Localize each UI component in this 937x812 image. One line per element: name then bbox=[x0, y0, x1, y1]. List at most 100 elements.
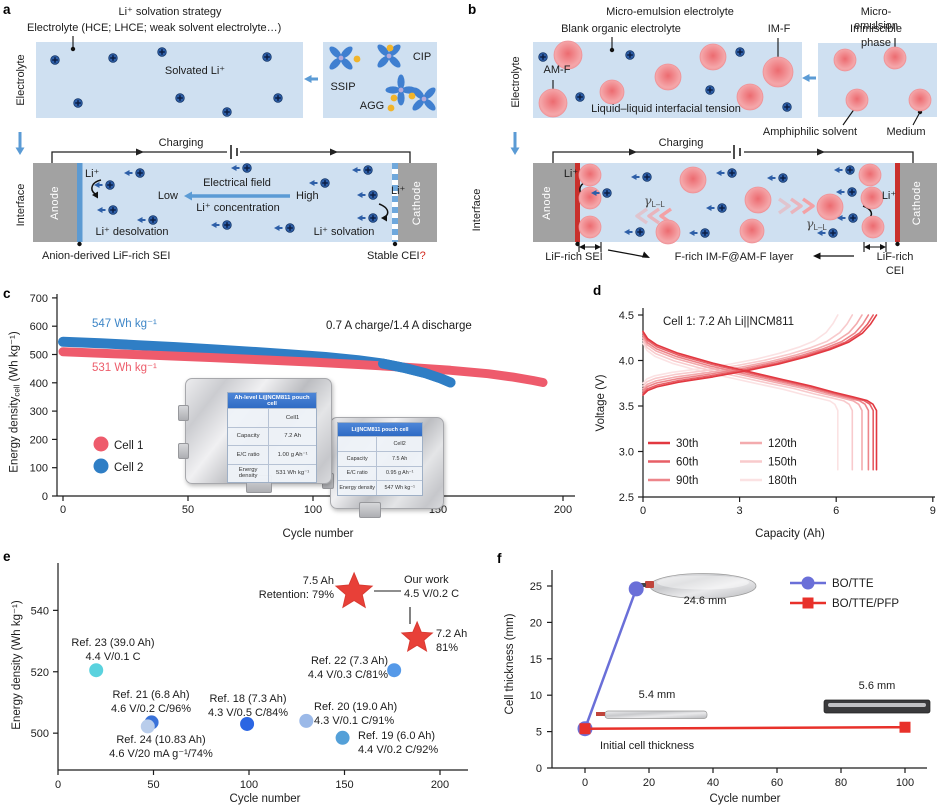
a-low-label: Low bbox=[157, 190, 178, 202]
b-li-cathode-label: Li⁺ bbox=[881, 190, 897, 202]
svg-text:180th: 180th bbox=[768, 475, 797, 487]
svg-text:Cell 1: Cell 1 bbox=[114, 440, 143, 452]
emulsion-droplet-icon bbox=[553, 40, 583, 70]
li-ion-icon bbox=[591, 188, 612, 198]
desolvation-hook-icon bbox=[91, 179, 102, 199]
d-title: Cell 1: 7.2 Ah Li||NCM811 bbox=[663, 316, 795, 328]
svg-text:50: 50 bbox=[147, 779, 159, 791]
e-ref18-label: Ref. 18 (7.3 Ah) 4.3 V/0.5 C/84% bbox=[207, 693, 289, 719]
ref-data-point bbox=[89, 663, 104, 678]
li-ion-icon bbox=[94, 180, 115, 190]
pouch-tab bbox=[359, 502, 381, 518]
svg-text:300: 300 bbox=[30, 406, 48, 418]
spec-table-row: E/C ratio 0.95 g Ah⁻¹ bbox=[338, 465, 422, 481]
anion-icon bbox=[390, 94, 398, 102]
svg-text:Cell 2: Cell 2 bbox=[114, 462, 143, 474]
pouch-photo-thin-right bbox=[823, 699, 931, 714]
emulsion-droplet-icon bbox=[744, 186, 772, 214]
emulsion-droplet-icon bbox=[736, 83, 764, 111]
li-ion-icon bbox=[274, 223, 295, 233]
f-ann-initial: Initial cell thickness bbox=[600, 740, 695, 752]
svg-text:0: 0 bbox=[582, 777, 588, 789]
a-high-label: High bbox=[296, 190, 319, 202]
a-cei-caption: Stable CEI? bbox=[367, 250, 426, 262]
emulsion-droplet-icon bbox=[762, 56, 794, 88]
svg-text:BO/TTE: BO/TTE bbox=[832, 578, 874, 590]
cei-stripe-base bbox=[392, 163, 398, 242]
li-ion-icon bbox=[705, 85, 715, 95]
sei-stripe bbox=[77, 163, 83, 242]
svg-text:500: 500 bbox=[31, 728, 49, 740]
svg-text:100: 100 bbox=[304, 504, 322, 516]
svg-text:0: 0 bbox=[536, 763, 542, 775]
e-ref20-label: Ref. 20 (19.0 Ah) 4.3 V/0.1 C/91% bbox=[314, 701, 398, 727]
e-ylabel: Energy density (Wh kg⁻¹) bbox=[10, 600, 23, 730]
circuit-arrowhead bbox=[629, 148, 637, 156]
li-ion-icon bbox=[817, 228, 838, 238]
li-ion-icon bbox=[689, 228, 710, 238]
b-sei-caption: LiF-rich SEI bbox=[545, 251, 603, 263]
svg-text:100: 100 bbox=[30, 463, 48, 475]
svg-text:5: 5 bbox=[536, 727, 542, 739]
thickness-arrowheads bbox=[579, 244, 886, 250]
b-cei-caption: LiF-rich CEI bbox=[876, 251, 914, 277]
svg-text:3.0: 3.0 bbox=[619, 447, 634, 459]
li-ion-icon bbox=[706, 203, 727, 213]
svg-text:60th: 60th bbox=[676, 457, 698, 469]
b-tension-label: Liquid–liquid interfacial tension bbox=[591, 103, 741, 115]
svg-text:200: 200 bbox=[30, 434, 48, 446]
our-work-star-icon bbox=[400, 620, 434, 652]
e-star2-label: 7.2 Ah 81% bbox=[436, 628, 468, 654]
panel-b-letter: b bbox=[468, 2, 477, 17]
cathode-block bbox=[398, 163, 437, 242]
b-interface-side-label: Interface bbox=[471, 188, 484, 232]
li-ion-icon bbox=[624, 227, 645, 237]
li-ion-icon bbox=[625, 50, 635, 60]
emulsion-droplet-icon bbox=[858, 163, 882, 187]
cei-pointer-dot bbox=[895, 241, 900, 247]
emulsion-droplet-icon bbox=[578, 215, 602, 239]
cathode-block bbox=[900, 163, 937, 242]
data-marker bbox=[579, 723, 591, 735]
cei-pointer-dot bbox=[392, 241, 398, 247]
svg-text:150: 150 bbox=[335, 779, 353, 791]
pouch-cell-1-photo: Ah-level Li||NCM811 pouch cell Cell1 Capac… bbox=[178, 378, 332, 493]
spec-table-row: Capacity 7.5 Ah bbox=[338, 450, 422, 466]
li-ion-icon bbox=[262, 52, 272, 62]
li-ion-icon bbox=[97, 205, 118, 215]
pouch-cell-2-photo: Li||NCM811 pouch cell Cell2 Capacity 7.5 Ah… bbox=[322, 417, 444, 518]
svg-text:3: 3 bbox=[737, 505, 743, 517]
spec-table-row: Cell1 bbox=[228, 408, 316, 427]
note-pointer bbox=[70, 36, 76, 52]
b-amf-label: AM-F bbox=[543, 64, 571, 76]
e-ref24-label: Ref. 24 (10.83 Ah) 4.6 V/20 mA g⁻¹/74% bbox=[109, 734, 213, 760]
b-charging-label: Charging bbox=[658, 137, 704, 149]
emulsion-droplet-icon bbox=[883, 46, 907, 70]
li-ion-icon bbox=[837, 213, 858, 223]
li-ion-icon bbox=[352, 165, 373, 175]
b-micro-emulsion-label: Micro-emulsion bbox=[853, 6, 899, 32]
b-immiscible-label: Immiscible phase bbox=[850, 23, 902, 49]
emulsion-droplet-icon bbox=[655, 219, 681, 245]
cell-a bbox=[33, 163, 437, 242]
sei-stripe-red bbox=[575, 163, 580, 242]
svg-text:6: 6 bbox=[833, 505, 839, 517]
e-xlabel: Cycle number bbox=[229, 793, 301, 805]
a-sei-caption: Anion-derived LiF-rich SEI bbox=[42, 250, 171, 262]
solvation-hook-icon bbox=[378, 203, 389, 222]
svg-text:3.5: 3.5 bbox=[619, 401, 634, 413]
panel-f-chart: 0 5 10 15 20 25 0 20 40 60 80 100 BO/TTE BO/TTE/PFP bbox=[530, 570, 931, 789]
b-amphiphilic-label: Amphiphilic solvent bbox=[762, 126, 858, 138]
d-ylabel: Voltage (V) bbox=[594, 374, 607, 432]
li-ion-icon bbox=[108, 53, 118, 63]
svg-text:20: 20 bbox=[643, 777, 655, 789]
c-cell1-value-label: 531 Wh kg⁻¹ bbox=[92, 362, 157, 374]
anion-icon bbox=[387, 104, 395, 112]
a-li-cathode-label: Li⁺ bbox=[391, 185, 406, 197]
svg-text:0: 0 bbox=[55, 779, 61, 791]
li-ion-icon bbox=[50, 55, 60, 65]
pouch-tab bbox=[178, 443, 189, 459]
e-star1-label: 7.5 Ah Retention: 79% bbox=[258, 575, 334, 601]
anion-icon bbox=[386, 44, 394, 52]
